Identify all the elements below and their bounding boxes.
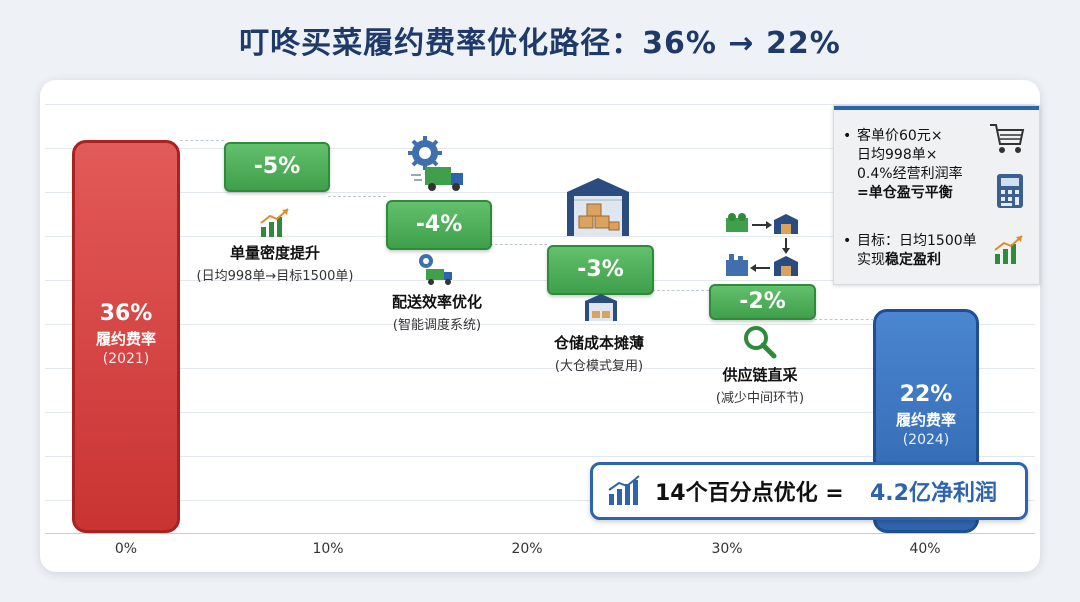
warehouse-icon [567,178,629,236]
x-tick-label: 40% [909,541,941,557]
step-bar-density: -5% [224,142,330,192]
step-desc-delivery: 配送效率优化 (智能调度系统) [357,291,517,333]
connector-line [814,319,874,320]
info-line: 客单价60元× [857,128,943,144]
summary-text: 14个百分点优化 = [655,481,844,506]
magnifier-icon [744,326,777,359]
page-title: 叮咚买菜履约费率优化路径：36% → 22% [239,26,841,61]
start-bar-label: 履约费率 [95,330,156,348]
info-line: 目标：日均1500单 [857,233,977,249]
end-bar-value: 22% [899,382,953,407]
end-bar-year: (2024) [902,432,950,448]
x-tick-label: 0% [114,541,138,557]
delivery-truck-gear-icon [408,136,463,191]
step-title: 供应链直采 [722,366,798,384]
step-desc-density: 单量密度提升 (日均998单→目标1500单) [175,242,375,284]
step-note: (减少中间环节) [715,391,805,406]
info-line-prefix: 实现 [857,252,885,268]
growth-chart-icon [260,208,289,237]
info-line-bold: =单仓盈亏平衡 [857,185,953,201]
gridline [45,236,1035,237]
summary-box: 14个百分点优化 = 4.2亿净利润 [590,462,1028,520]
connector-line [180,140,224,141]
step-note: (智能调度系统) [392,318,482,333]
step-note: (大仓模式复用) [554,359,644,374]
calculator-icon [997,174,1023,208]
step-title: 配送效率优化 [391,293,482,311]
info-bullet-1: • 客单价60元× 日均998单× 0.4%经营利润率 =单仓盈亏平衡 [843,127,963,201]
x-axis-line [45,533,1035,534]
step-bar-supply: -2% [709,284,816,320]
x-tick-label: 30% [711,541,743,557]
step-title: 仓储成本摊薄 [553,334,644,352]
connector-line [652,290,709,291]
start-bar: 36% 履约费率 (2021) [72,140,180,533]
step-title: 单量密度提升 [229,244,320,262]
shopping-cart-icon [990,124,1025,153]
x-tick-label: 10% [312,541,344,557]
info-box-accent [834,106,1039,110]
step-bar-warehouse: -3% [547,245,654,295]
step-bar-delivery: -4% [386,200,492,250]
gridline [45,192,1035,193]
summary-highlight: 4.2亿净利润 [870,481,997,506]
delivery-truck-small-icon [419,254,452,285]
gridline [45,500,1035,501]
x-tick-label: 20% [511,541,543,557]
profit-chart-icon [994,235,1023,264]
connector-line [328,196,386,197]
step-desc-warehouse: 仓储成本摊薄 (大仓模式复用) [519,332,679,374]
end-bar-label: 履约费率 [895,411,956,429]
info-line: 日均998单× [857,147,938,163]
trend-up-icon [608,475,640,505]
info-line-bold: 稳定盈利 [885,252,941,268]
start-bar-value: 36% [99,301,153,326]
gridline [45,368,1035,369]
step-desc-supply: 供应链直采 (减少中间环节) [680,364,840,406]
gridline [45,104,1035,105]
gridline [45,412,1035,413]
start-bar-year: (2021) [102,351,150,367]
warehouse-small-icon [585,294,617,321]
bullet-dot: • [843,233,852,249]
supply-chain-icon [726,213,798,276]
step-note: (日均998单→目标1500单) [196,269,354,284]
connector-line [490,244,547,245]
info-line: 0.4%经营利润率 [857,166,963,182]
bullet-dot: • [843,128,852,144]
gridline [45,280,1035,281]
gridline [45,148,1035,149]
info-bullet-2: • 目标：日均1500单 实现稳定盈利 [843,232,977,268]
gridline [45,456,1035,457]
gridline [45,324,1035,325]
